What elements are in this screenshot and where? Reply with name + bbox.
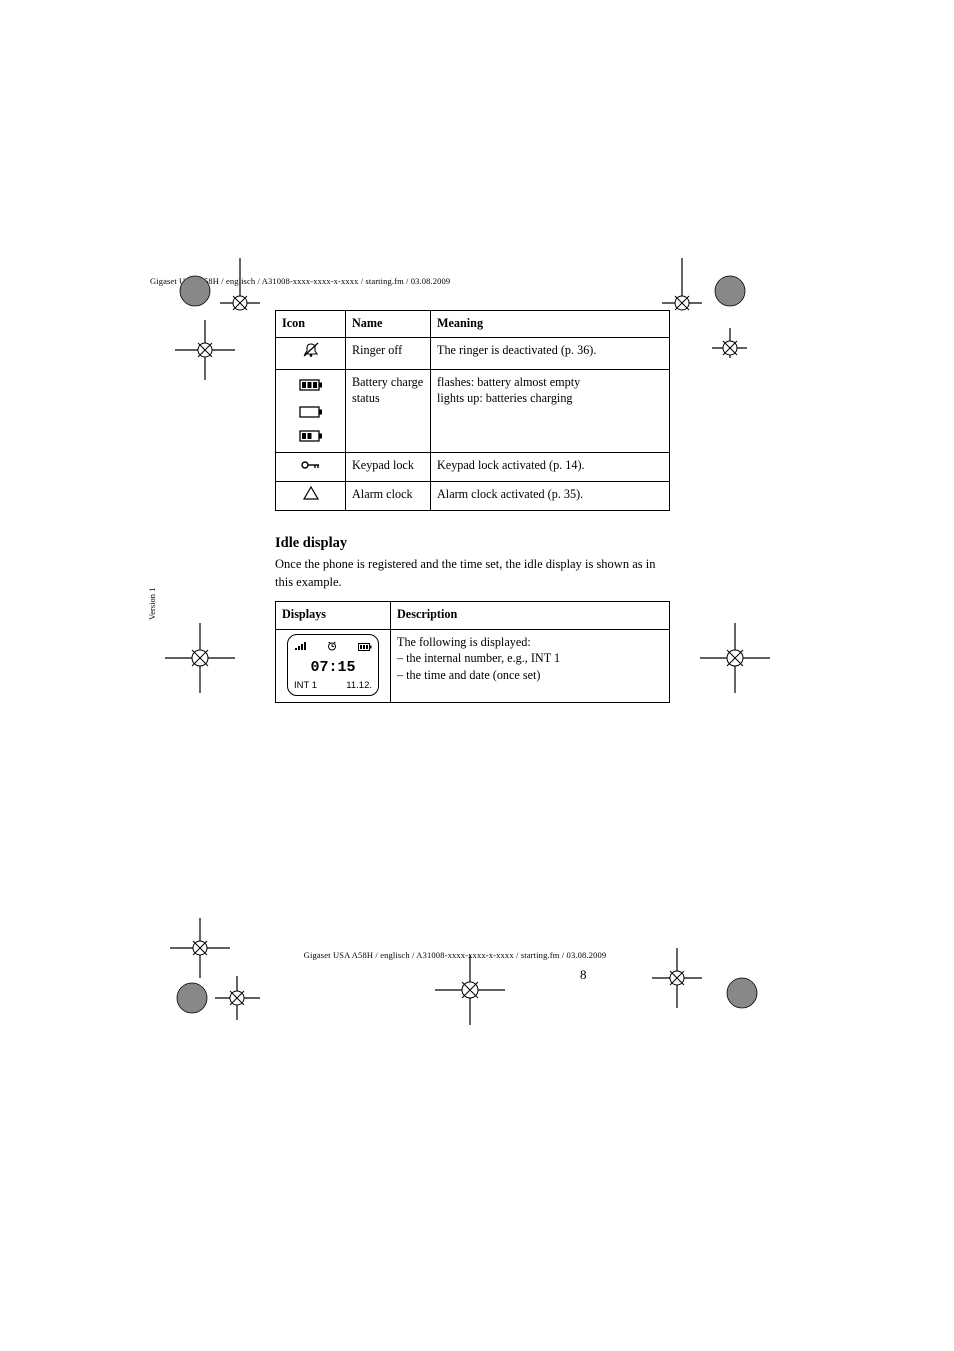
meaning-cell: The ringer is deactivated (p. 36). <box>431 338 670 369</box>
regmark-mid-left <box>165 623 235 693</box>
icons-table: Icon Name Meaning Ringer off The <box>275 310 670 511</box>
page-header-text: Gigaset USA A58H / englisch / A31008-xxx… <box>150 276 450 286</box>
display-date: 11.12. <box>346 680 372 693</box>
description-cell: The following is displayed: – the intern… <box>391 629 670 703</box>
regmark-bot-right <box>647 948 787 1028</box>
page-number: 8 <box>580 967 587 983</box>
alarm-triangle-icon <box>303 486 319 504</box>
regmark-mid-right <box>700 623 770 693</box>
page-footer-text: Gigaset USA A58H / englisch / A31008-xxx… <box>145 950 765 960</box>
table-header-row: Icon Name Meaning <box>276 311 670 338</box>
table-row: Ringer off The ringer is deactivated (p.… <box>276 338 670 369</box>
regmark-bot-center <box>435 955 505 1025</box>
battery-icon <box>299 379 323 395</box>
table-row: 07:15 INT 1 11.12. The following is disp… <box>276 629 670 703</box>
icon-cell <box>276 369 346 452</box>
meaning-cell: flashes: battery almost empty lights up:… <box>431 369 670 452</box>
battery-mini-icon <box>358 639 372 655</box>
main-content: Icon Name Meaning Ringer off The <box>275 310 670 703</box>
name-cell: Battery charge status <box>346 369 431 452</box>
key-icon <box>301 458 321 474</box>
meaning-cell: Keypad lock activated (p. 14). <box>431 453 670 481</box>
name-cell: Keypad lock <box>346 453 431 481</box>
signal-icon <box>294 639 306 655</box>
icon-cell <box>276 338 346 369</box>
icon-cell <box>276 453 346 481</box>
name-cell: Alarm clock <box>346 481 431 510</box>
meaning-cell: Alarm clock activated (p. 35). <box>431 481 670 510</box>
section-subtitle: Once the phone is registered and the tim… <box>275 556 670 591</box>
col-name-header: Name <box>346 311 431 338</box>
regmark-top-right <box>652 258 772 358</box>
battery-empty-icon <box>299 406 323 422</box>
display-cell: 07:15 INT 1 11.12. <box>276 629 391 703</box>
battery-charging-icon <box>299 430 323 446</box>
col-icon-header: Icon <box>276 311 346 338</box>
regmark-top-left <box>170 258 260 348</box>
ringer-off-icon <box>302 342 320 362</box>
regmark-bot-left <box>165 918 265 1028</box>
regmark-top-left-2 <box>170 320 240 390</box>
icon-cell <box>276 481 346 510</box>
col-meaning-header: Meaning <box>431 311 670 338</box>
clock-icon <box>327 639 337 655</box>
section-title: Idle display <box>275 535 670 552</box>
table-row: Alarm clock Alarm clock activated (p. 35… <box>276 481 670 510</box>
table-header-row: Displays Description <box>276 602 670 629</box>
display-table: Displays Description <box>275 601 670 703</box>
version-text: Version 1 <box>147 588 157 620</box>
display-label: INT 1 <box>294 680 317 693</box>
display-time: 07:15 <box>290 658 376 678</box>
table-row: Keypad lock Keypad lock activated (p. 14… <box>276 453 670 481</box>
col-description-header: Description <box>391 602 670 629</box>
col-displays-header: Displays <box>276 602 391 629</box>
name-cell: Ringer off <box>346 338 431 369</box>
table-row: Battery charge status flashes: battery a… <box>276 369 670 452</box>
